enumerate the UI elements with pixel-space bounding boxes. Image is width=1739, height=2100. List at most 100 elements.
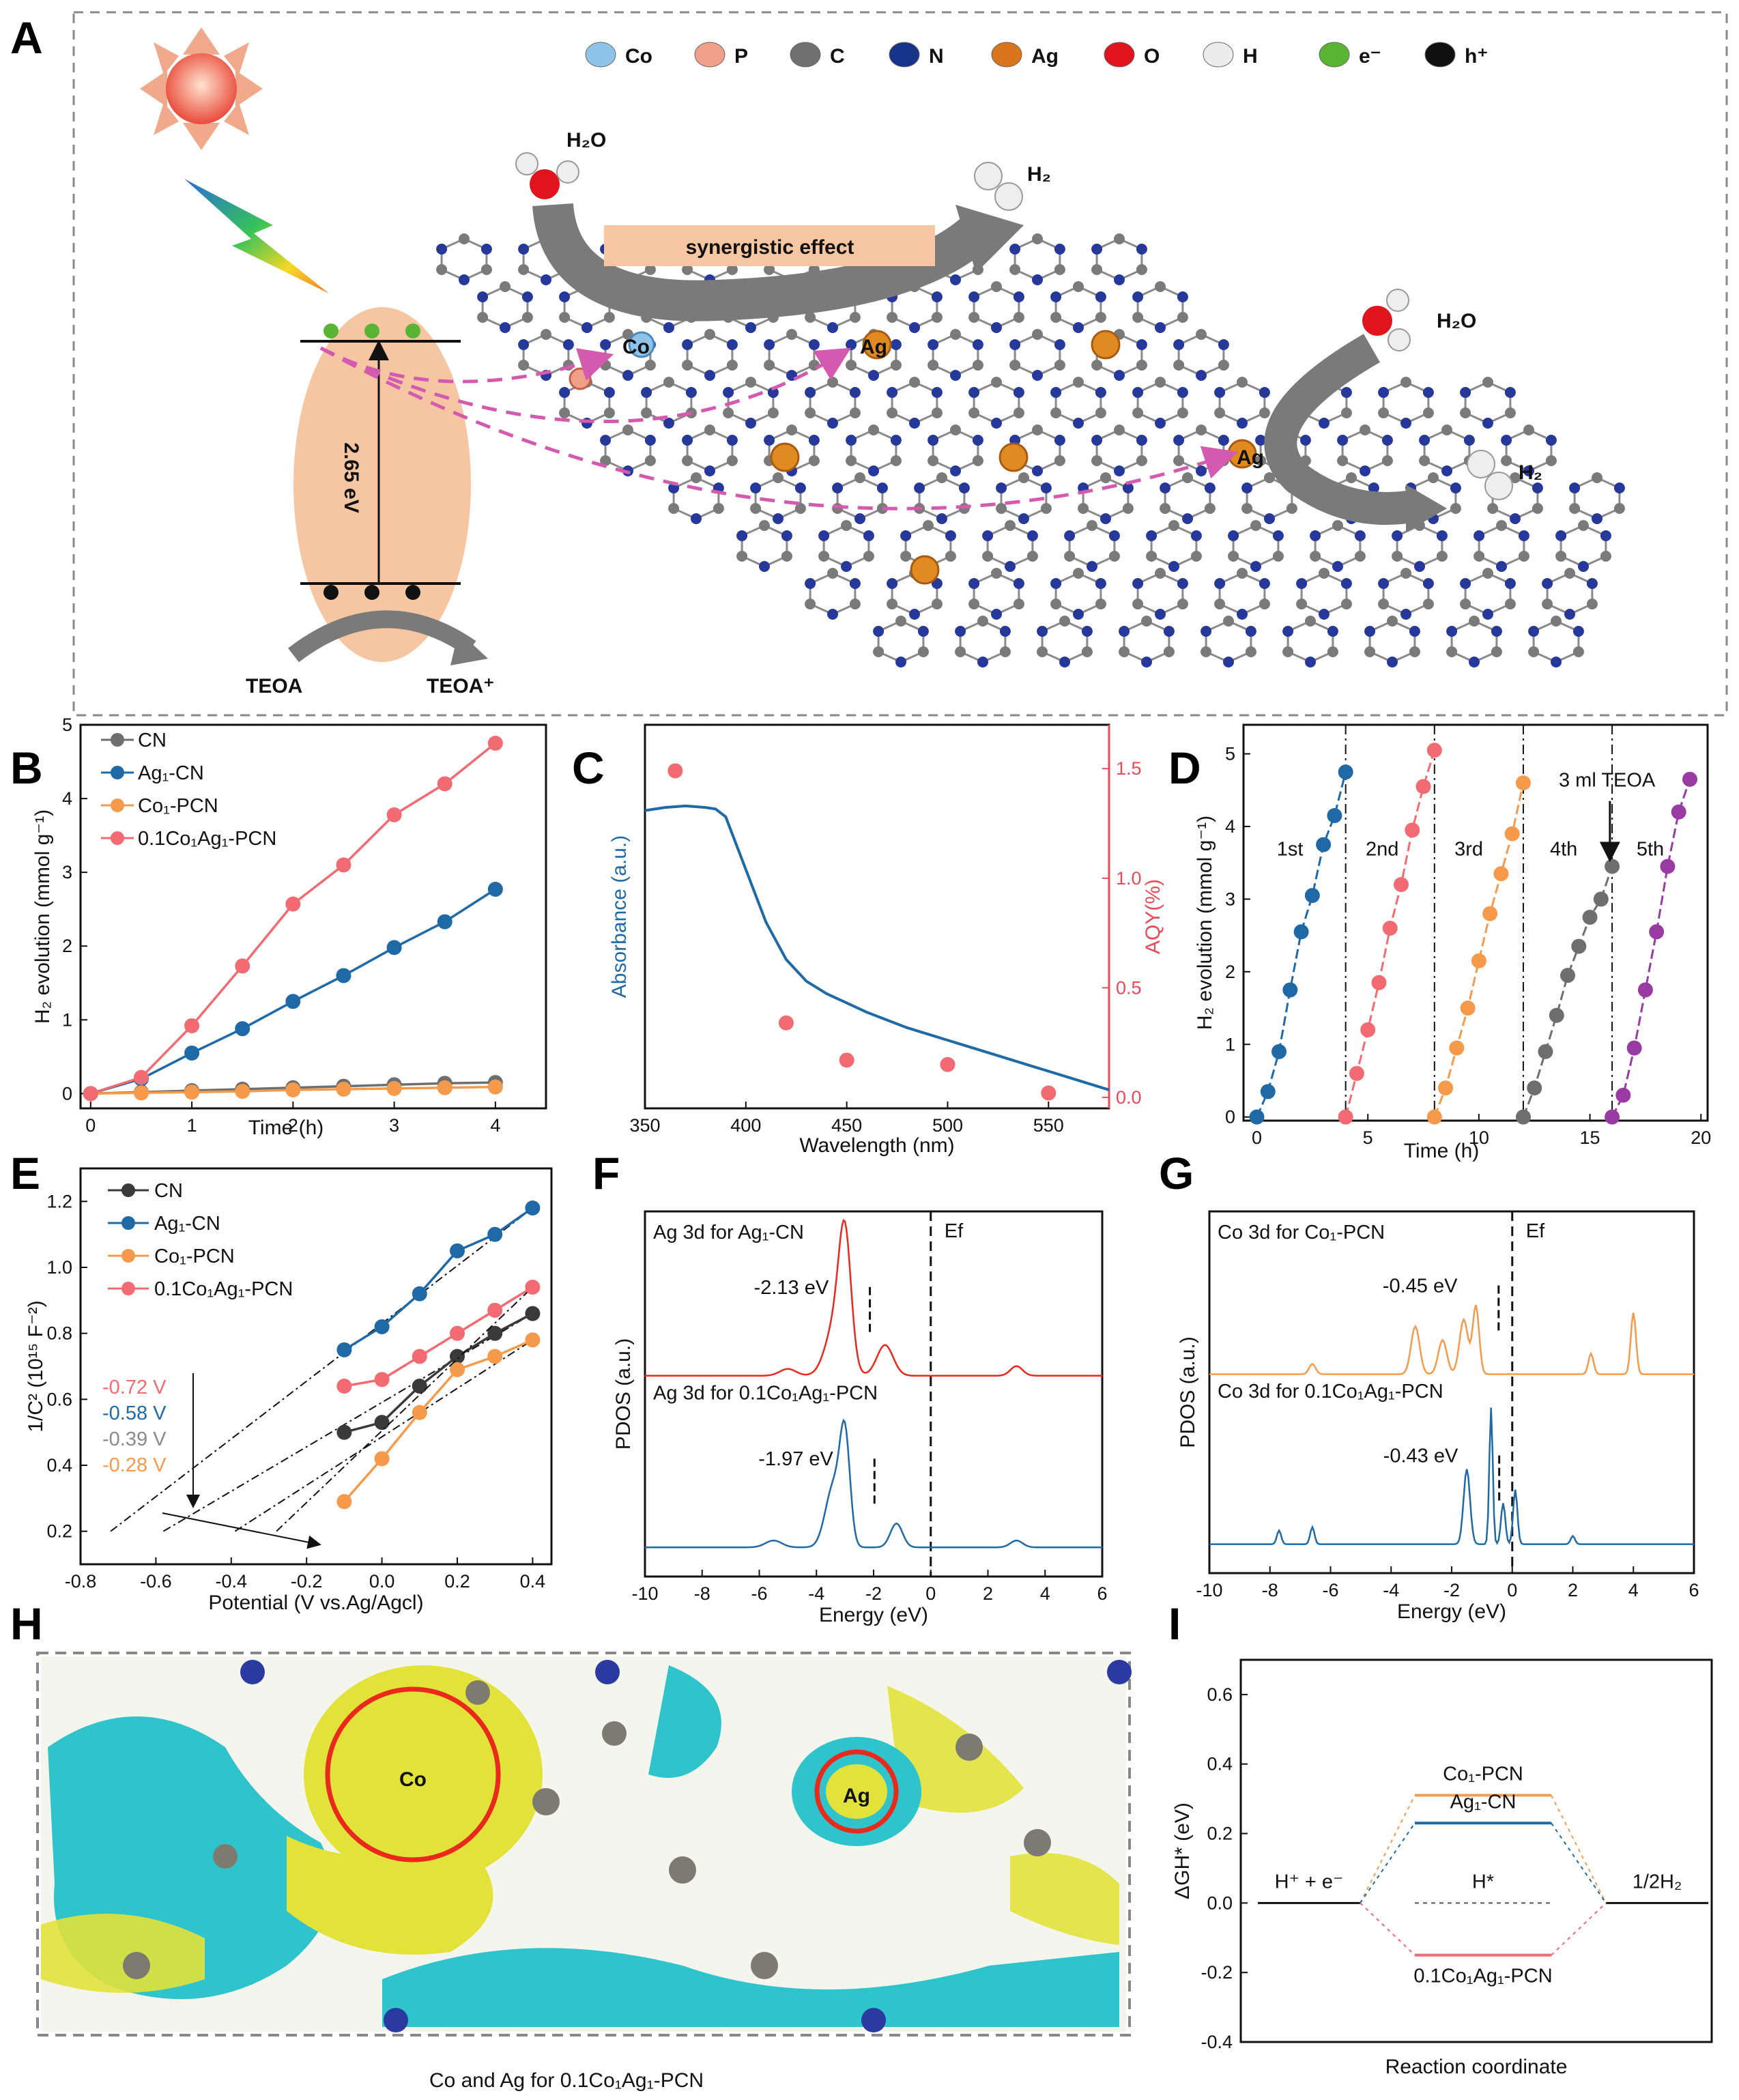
ag-sites <box>770 330 1257 585</box>
ag-site-label-2: Ag <box>1237 446 1264 469</box>
y-tick-label: 0.2 <box>1207 1824 1233 1844</box>
series-line-2 <box>343 1338 534 1503</box>
heptazine-ring <box>741 524 788 568</box>
y-tick-label: 4 <box>1225 816 1235 837</box>
c-atom <box>1196 329 1207 340</box>
heptazine-ring <box>1546 572 1594 616</box>
legend-marker-4 <box>991 42 1022 68</box>
c-atom <box>682 264 693 275</box>
c-atom <box>1528 646 1540 657</box>
data-point <box>1293 924 1309 940</box>
co-site-label: Co <box>622 336 650 358</box>
c-atom <box>1487 503 1499 514</box>
intercept-label-3: -0.28 V <box>102 1454 167 1476</box>
data-point <box>1615 1087 1631 1103</box>
data-point <box>1571 938 1587 954</box>
n-atom <box>518 244 530 255</box>
connector <box>1551 1822 1607 1903</box>
c-atom <box>1400 568 1411 579</box>
n-atom <box>480 244 492 255</box>
c-atom <box>1073 377 1084 388</box>
c-atom <box>781 551 792 562</box>
charge-density-image <box>41 1656 1132 2032</box>
teoa-annotation: 3 ml TEOA <box>1559 769 1656 791</box>
n-atom <box>644 435 656 446</box>
c-atom <box>841 520 852 531</box>
data-point <box>83 1086 98 1102</box>
legend-label-0: CN <box>138 730 167 751</box>
heptazine-ring <box>1164 476 1211 520</box>
absorbance-line <box>644 804 1110 1091</box>
state-label-0: H⁺ + e⁻ <box>1275 1871 1344 1893</box>
y-tick-label: 3 <box>62 862 72 882</box>
y-axis-label: Absorbance (a.u.) <box>608 835 631 998</box>
n-atom <box>1255 435 1267 446</box>
heptazine-ring <box>481 285 529 329</box>
x-tick-label: 400 <box>730 1115 761 1136</box>
c-atom <box>900 551 912 562</box>
c-atom <box>805 599 816 609</box>
heptazine-ring <box>1150 524 1198 568</box>
heptazine-ring <box>1560 524 1607 568</box>
c-atom <box>1119 646 1130 657</box>
n-atom <box>518 339 530 350</box>
n-atom <box>1196 465 1207 476</box>
n-atom <box>928 435 939 446</box>
legend-label-3: 0.1Co₁Ag₁-PCN <box>138 828 276 850</box>
n-atom <box>1572 626 1584 637</box>
heptazine-ring <box>1054 381 1102 425</box>
heptazine-ring <box>1054 285 1102 329</box>
c-atom <box>603 312 615 323</box>
c-atom <box>1545 455 1557 466</box>
c-atom <box>1146 551 1158 562</box>
panel-d: 0 5 10 15 20 0 1 2 3 4 5 Time (h) H₂ evolution (mmol… <box>1194 723 1711 1162</box>
cycle-label-4: 5th <box>1637 839 1664 861</box>
x-tick-label: 4 <box>1040 1583 1050 1604</box>
n-atom <box>726 435 738 446</box>
x-axis-label: Energy (eV) <box>819 1604 928 1626</box>
c-atom <box>1064 551 1076 562</box>
n-atom <box>1441 465 1452 476</box>
sun-icon <box>140 27 263 150</box>
n-atom <box>1132 387 1144 398</box>
data-point <box>1504 826 1520 842</box>
series-line-4 <box>1611 779 1691 1118</box>
cycle-label-2: 3rd <box>1454 839 1483 861</box>
heptazine-ring <box>932 429 979 472</box>
n-atom <box>805 578 816 589</box>
c-atom <box>1409 646 1420 657</box>
heptazine-ring <box>645 381 693 425</box>
c-atom <box>1378 407 1390 418</box>
c-atom <box>1422 599 1434 609</box>
n-atom <box>1095 387 1106 398</box>
c-atom <box>909 377 920 388</box>
n-atom <box>849 578 861 589</box>
c-atom <box>691 472 702 483</box>
c-atom <box>713 503 724 514</box>
heptazine-ring <box>1314 524 1362 568</box>
state-label-2: 1/2H₂ <box>1633 1871 1682 1893</box>
extrapolation-line <box>110 1207 534 1532</box>
d-band-center-label-0: -2.13 eV <box>754 1277 829 1299</box>
ag-highlight-circle <box>814 1749 899 1834</box>
heptazine-ring <box>563 381 611 425</box>
n-atom <box>541 274 551 285</box>
c-atom <box>1460 599 1471 609</box>
n-atom <box>1214 387 1226 398</box>
c-atom <box>1032 233 1043 244</box>
x-tick-label: 550 <box>1033 1115 1064 1136</box>
n-atom <box>1436 530 1448 541</box>
heptazine-ring <box>1068 524 1116 568</box>
n-atom <box>691 513 702 524</box>
x-tick-label: 500 <box>932 1115 963 1136</box>
data-point <box>336 1424 352 1440</box>
heptazine-ring <box>672 476 720 520</box>
x-tick-label: -0.4 <box>216 1571 248 1592</box>
c-atom <box>1040 503 1052 514</box>
y2-axis-label: AQY(%) <box>1142 879 1164 954</box>
light-bolt-icon <box>184 179 329 293</box>
n-atom <box>968 387 980 398</box>
data-point <box>1460 1001 1476 1016</box>
n-atom <box>868 370 879 381</box>
n-atom <box>1551 657 1562 667</box>
